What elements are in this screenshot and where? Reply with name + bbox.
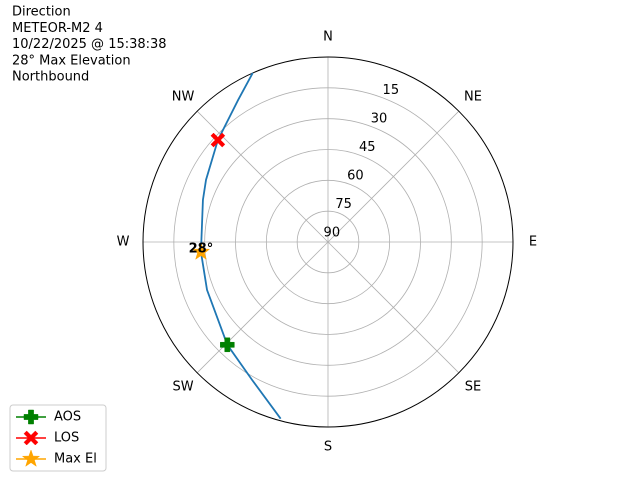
- theta-tick-label: SE: [465, 379, 481, 394]
- title-line: 10/22/2025 @ 15:38:38: [12, 37, 167, 52]
- point-label: 28°: [189, 241, 214, 256]
- title-line: Direction: [12, 5, 71, 20]
- legend-marker: [23, 430, 39, 446]
- legend-label: Max El: [54, 452, 97, 467]
- theta-tick-label: N: [323, 30, 333, 45]
- r-tick-label: 60: [347, 168, 364, 183]
- grid-ring: [265, 179, 391, 305]
- theta-tick-label: NE: [464, 90, 482, 105]
- outer-frame: [142, 56, 514, 428]
- theta-tick-label: S: [324, 440, 332, 455]
- legend-label: AOS: [54, 410, 81, 425]
- r-tick-label: 75: [335, 197, 352, 212]
- theta-tick-label: NW: [172, 90, 195, 105]
- point-plus: [220, 337, 235, 353]
- theta-tick-label: SW: [172, 379, 193, 394]
- title-line: 28° Max Elevation: [12, 53, 131, 68]
- legend: AOS LOS Max El: [9, 404, 107, 472]
- point-star: [191, 242, 211, 260]
- title-line: Northbound: [12, 70, 89, 85]
- grid-ring: [296, 210, 360, 274]
- r-tick-label: 30: [371, 111, 388, 126]
- pass-track: [200, 72, 282, 420]
- grid-ring: [173, 87, 483, 397]
- grid-ring: [235, 149, 421, 335]
- grid-ring: [204, 118, 452, 366]
- r-tick-label: 45: [359, 140, 376, 155]
- legend-box: [9, 404, 107, 472]
- r-tick-label: 90: [324, 225, 341, 240]
- theta-tick-label: E: [529, 235, 537, 250]
- legend-marker: [21, 449, 41, 467]
- legend-label: LOS: [54, 431, 79, 446]
- title-line: METEOR-M2 4: [12, 21, 103, 36]
- point-x: [210, 132, 226, 148]
- theta-tick-label: W: [117, 235, 130, 250]
- legend-marker: [23, 409, 39, 425]
- r-tick-label: 15: [383, 83, 400, 98]
